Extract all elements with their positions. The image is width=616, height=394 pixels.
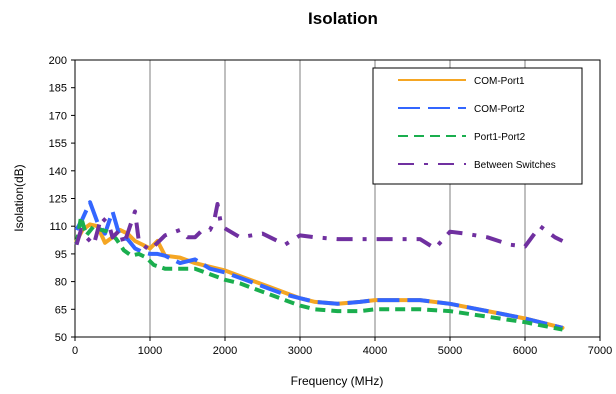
series-layer <box>74 200 565 332</box>
y-tick-label: 50 <box>55 332 67 344</box>
series-line-com-port2 <box>74 200 563 330</box>
x-tick-label: 5000 <box>438 345 462 357</box>
y-tick-label: 65 <box>55 304 67 316</box>
y-tick-label: 125 <box>49 194 67 206</box>
series-line-port1-port2 <box>74 215 563 332</box>
x-tick-label: 2000 <box>213 345 237 357</box>
chart-title: Isolation <box>308 9 378 28</box>
legend: COM-Port1 COM-Port2 Port1-Port2 Between Swi… <box>372 67 583 185</box>
x-tick-label: 4000 <box>363 345 387 357</box>
y-axis-label: Isolation(dB) <box>12 164 26 231</box>
x-axis-label: Frequency (MHz) <box>291 374 384 388</box>
legend-entry-label: Between Switches <box>474 160 556 171</box>
x-tick-label: 3000 <box>288 345 312 357</box>
x-tick-label: 1000 <box>138 345 162 357</box>
x-tick-label: 6000 <box>513 345 537 357</box>
series-line-between-switches <box>74 202 564 253</box>
y-tick-label: 110 <box>49 221 67 233</box>
x-tick-label: 7000 <box>588 345 612 357</box>
y-tick-label: 95 <box>55 249 67 261</box>
y-tick-label: 200 <box>49 55 67 67</box>
y-tick-label: 170 <box>49 110 67 122</box>
y-tick-label: 155 <box>49 138 67 150</box>
legend-entry-label: Port1-Port2 <box>474 132 526 143</box>
axes: 0 1000 2000 3000 4000 5000 6000 7000 50 65 80 95 110… <box>49 55 613 357</box>
y-tick-label: 140 <box>49 166 67 178</box>
legend-entry-label: COM-Port2 <box>474 104 525 115</box>
y-tick-label: 80 <box>55 277 67 289</box>
x-tick-label: 0 <box>72 345 78 357</box>
y-tick-label: 185 <box>49 83 67 95</box>
legend-entry-label: COM-Port1 <box>474 76 525 87</box>
